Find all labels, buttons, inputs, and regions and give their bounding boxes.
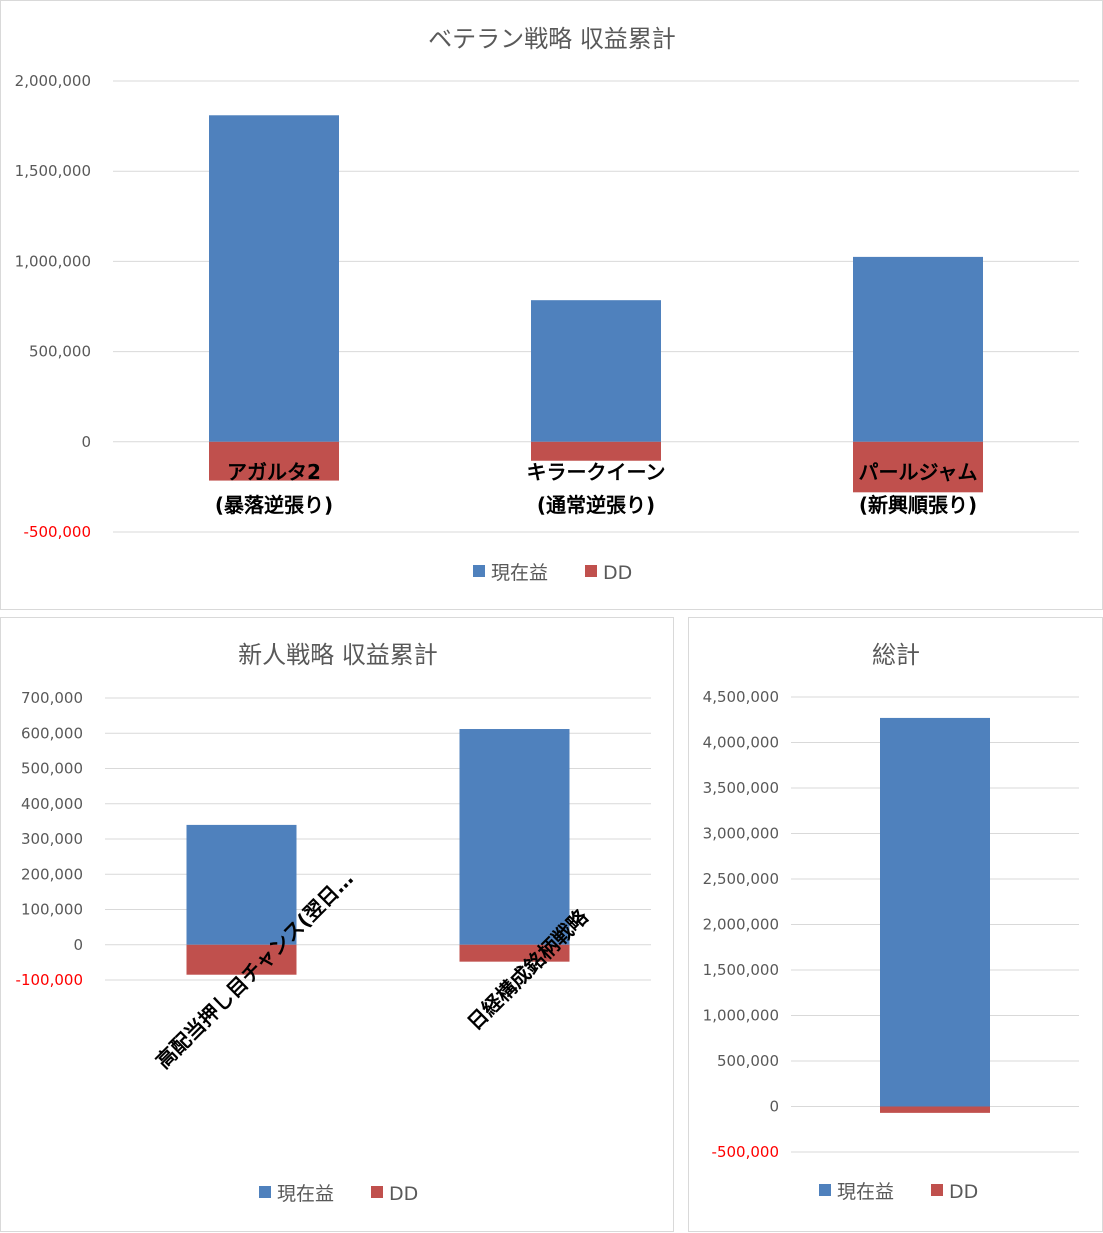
y-tick-label: 400,000 [21,795,83,813]
y-tick-label: 2,500,000 [703,870,779,888]
profit-bar [880,717,990,1107]
y-tick-label: 200,000 [21,865,83,883]
y-tick-label: -500,000 [24,523,91,541]
dd-bar [209,441,339,481]
newcomer-strategy-chart-svg: 新人戦略 収益累計 -100,000 0 100,000 200,000 300,000… [16,641,651,1205]
y-tick-label: 2,000,000 [703,916,779,934]
y-tick-label: 3,000,000 [703,825,779,843]
category-label: (新興順張り) [859,493,977,517]
y-tick-label: 0 [81,433,91,451]
profit-bar [209,115,339,442]
legend-label-dd: DD [603,562,632,584]
y-tick-label: 100,000 [21,901,83,919]
dd-bar [853,441,983,493]
legend-label-dd: DD [389,1183,418,1205]
legend-label-profit: 現在益 [277,1183,334,1205]
chart-title: ベテラン戦略 収益累計 [428,25,676,53]
total-chart-svg: 総計 -500,000 0 500,000 1,000,000 1,500,000 2,0… [703,641,1079,1203]
legend-swatch-profit [259,1186,271,1198]
y-tick-label: 1,500,000 [15,162,91,180]
y-tick-label: -500,000 [712,1143,779,1161]
y-tick-label: 3,500,000 [703,779,779,797]
y-tick-label: 1,000,000 [703,1007,779,1025]
y-tick-label: 700,000 [21,689,83,707]
profit-bar [186,824,297,945]
category-label: アガルタ2 [227,460,321,484]
y-tick-label: 1,000,000 [15,252,91,270]
veteran-strategy-chart-svg: ベテラン戦略 収益累計 -500,000 0 500,000 1,000,000 1,5… [15,25,1079,584]
profit-bar [853,256,983,442]
legend-label-dd: DD [949,1181,978,1203]
category-label: (暴落逆張り) [215,493,333,517]
category-label: キラークイーン [527,460,666,484]
legend-swatch-profit [473,565,485,577]
profit-bar [459,729,570,945]
legend-swatch-dd [585,565,597,577]
y-tick-label: 2,000,000 [15,72,91,90]
dd-bar [880,1106,990,1113]
legend-label-profit: 現在益 [491,562,548,584]
y-tick-label: 0 [769,1098,779,1116]
dd-bar [186,944,297,975]
chart-title: 総計 [872,641,920,669]
legend-swatch-dd [371,1186,383,1198]
y-tick-label: 1,500,000 [703,961,779,979]
dd-bar [531,441,661,461]
total-chart: 総計 -500,000 0 500,000 1,000,000 1,500,000 2,0… [688,617,1103,1232]
legend-label-profit: 現在益 [837,1181,894,1203]
y-tick-label: -100,000 [16,971,83,989]
y-tick-label: 300,000 [21,830,83,848]
y-tick-label: 500,000 [717,1052,779,1070]
legend-swatch-dd [931,1184,943,1196]
dd-bar [459,944,570,962]
y-tick-label: 500,000 [21,760,83,778]
newcomer-strategy-chart: 新人戦略 収益累計 -100,000 0 100,000 200,000 300,000… [0,617,674,1232]
y-tick-label: 500,000 [29,343,91,361]
profit-bar [531,300,661,442]
chart-title: 新人戦略 収益累計 [238,641,438,669]
category-label: パールジャム [859,460,978,484]
y-tick-label: 4,000,000 [703,734,779,752]
y-tick-label: 600,000 [21,724,83,742]
category-label: (通常逆張り) [537,493,655,517]
veteran-strategy-chart: ベテラン戦略 収益累計 -500,000 0 500,000 1,000,000 1,5… [0,0,1103,610]
y-tick-label: 4,500,000 [703,688,779,706]
legend-swatch-profit [819,1184,831,1196]
y-tick-label: 0 [73,936,83,954]
